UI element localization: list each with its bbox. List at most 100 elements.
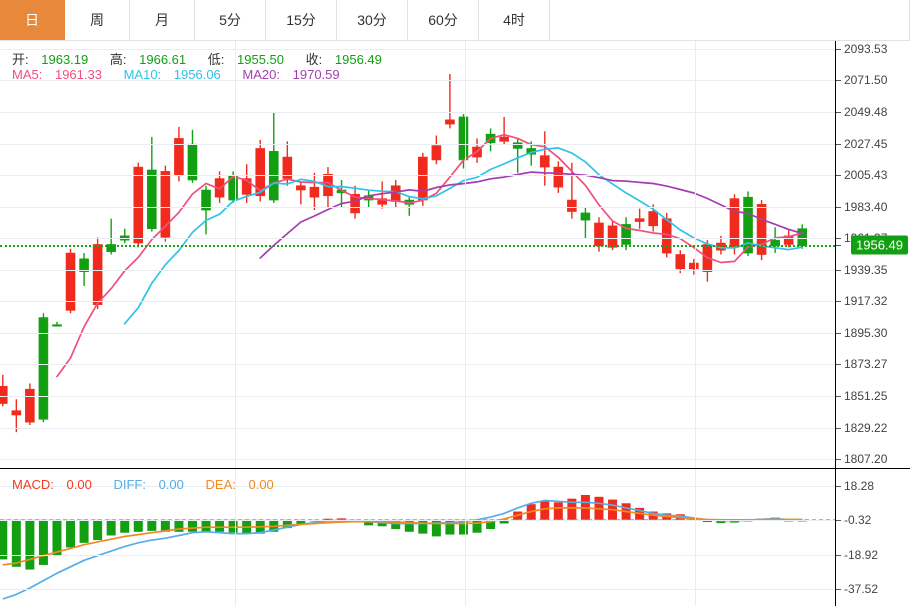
ma10-value: 1956.06 bbox=[173, 67, 221, 82]
diff-label: DIFF: bbox=[113, 477, 146, 492]
high-label: 高: bbox=[109, 52, 127, 67]
last-price-line bbox=[0, 245, 835, 248]
macd-axis-tick bbox=[836, 588, 841, 590]
price-axis-label-2: 2049.48 bbox=[844, 104, 888, 119]
macd-plot[interactable]: MACD: 0.00 DIFF: 0.00 DEA: 0.00 bbox=[0, 469, 835, 606]
price-gridline bbox=[0, 459, 835, 461]
price-axis-tick bbox=[836, 301, 841, 303]
macd-vertical-gridline bbox=[465, 469, 466, 606]
macd-gridline bbox=[0, 486, 835, 488]
macd-axis-label-2: -18.92 bbox=[844, 547, 879, 562]
price-axis-tick bbox=[836, 143, 841, 145]
price-axis: 2093.53 2071.50 2049.48 2027.45 2005.43 1983.… bbox=[835, 41, 910, 468]
last-price-badge: 1956.49 bbox=[851, 235, 908, 255]
timeframe-tab-5[interactable]: 30分 bbox=[337, 0, 408, 40]
timeframe-tabbar[interactable]: 日周月 5分 15分 30分 60分 4时 bbox=[0, 0, 910, 41]
ma20-value: 1970.59 bbox=[292, 67, 340, 82]
open-label: 开: bbox=[12, 52, 29, 67]
timeframe-tab-4[interactable]: 15分 bbox=[266, 0, 337, 40]
price-axis-tick bbox=[836, 269, 841, 271]
diff-value: 0.00 bbox=[158, 477, 184, 492]
price-axis-label-7: 1939.35 bbox=[844, 262, 888, 277]
price-gridline bbox=[0, 332, 835, 334]
high-value: 1966.61 bbox=[139, 52, 187, 67]
timeframe-tab-3[interactable]: 5分 bbox=[195, 0, 266, 40]
price-plot[interactable]: 开: 1963.19 高: 1966.61 低: 1955.50 收: 1956… bbox=[0, 41, 835, 468]
price-axis-tick bbox=[836, 206, 841, 208]
timeframe-tab-7[interactable]: 4时 bbox=[479, 0, 550, 40]
price-vertical-gridline bbox=[695, 41, 696, 468]
ma5-value: 1961.33 bbox=[54, 67, 102, 82]
price-axis-label-12: 1829.22 bbox=[844, 420, 888, 435]
close-label: 收: bbox=[305, 52, 323, 67]
price-gridline bbox=[0, 427, 835, 429]
macd-panel: MACD: 0.00 DIFF: 0.00 DEA: 0.00 18.28 -0.… bbox=[0, 468, 910, 606]
price-gridline bbox=[0, 238, 835, 240]
macd-gridline bbox=[0, 520, 835, 522]
ma20-label: MA20: bbox=[242, 67, 280, 82]
price-vertical-gridline bbox=[235, 41, 236, 468]
price-axis-tick bbox=[836, 395, 841, 397]
price-gridline bbox=[0, 206, 835, 208]
price-gridline bbox=[0, 80, 835, 82]
macd-axis: 18.28 -0.32 -18.92 -37.52 bbox=[835, 469, 910, 606]
price-gridline bbox=[0, 175, 835, 177]
price-axis-label-8: 1917.32 bbox=[844, 294, 888, 309]
price-candles-svg bbox=[0, 73, 808, 433]
macd-legend: MACD: 0.00 DIFF: 0.00 DEA: 0.00 bbox=[12, 477, 292, 492]
price-axis-label-3: 2027.45 bbox=[844, 136, 888, 151]
price-axis-label-11: 1851.25 bbox=[844, 388, 888, 403]
macd-value: 0.00 bbox=[66, 477, 92, 492]
price-gridline bbox=[0, 395, 835, 397]
open-value: 1963.19 bbox=[41, 52, 89, 67]
macd-axis-label-0: 18.28 bbox=[844, 479, 875, 494]
price-axis-label-13: 1807.20 bbox=[844, 452, 888, 467]
price-axis-tick bbox=[836, 364, 841, 366]
last-price-tick bbox=[836, 245, 841, 247]
tabbar-filler bbox=[550, 0, 910, 40]
price-gridline bbox=[0, 301, 835, 303]
macd-axis-tick bbox=[836, 486, 841, 488]
timeframe-tab-1[interactable]: 周 bbox=[65, 0, 130, 40]
price-axis-tick bbox=[836, 111, 841, 113]
price-gridline bbox=[0, 143, 835, 145]
price-axis-tick bbox=[836, 175, 841, 177]
chart-area: 开: 1963.19 高: 1966.61 低: 1955.50 收: 1956… bbox=[0, 41, 910, 606]
macd-vertical-gridline bbox=[235, 469, 236, 606]
price-axis-label-1: 2071.50 bbox=[844, 73, 888, 88]
price-axis-tick bbox=[836, 427, 841, 429]
dea-label: DEA: bbox=[205, 477, 236, 492]
price-gridline bbox=[0, 269, 835, 271]
close-value: 1956.49 bbox=[334, 52, 382, 67]
macd-gridline bbox=[0, 588, 835, 590]
price-axis-label-4: 2005.43 bbox=[844, 168, 888, 183]
price-axis-label-0: 2093.53 bbox=[844, 41, 888, 56]
macd-axis-label-1: -0.32 bbox=[844, 513, 872, 528]
price-gridline bbox=[0, 364, 835, 366]
macd-gridline bbox=[0, 554, 835, 556]
price-axis-label-5: 1983.40 bbox=[844, 199, 888, 214]
price-gridline bbox=[0, 111, 835, 113]
price-axis-label-10: 1873.27 bbox=[844, 357, 888, 372]
ma10-label: MA10: bbox=[123, 67, 162, 82]
price-axis-tick bbox=[836, 48, 841, 50]
price-axis-label-9: 1895.30 bbox=[844, 325, 888, 340]
price-axis-tick bbox=[836, 80, 841, 82]
ma-legend: MA5: 1961.33 MA10: 1956.06 MA20: 1970.59 bbox=[12, 67, 358, 82]
timeframe-tab-2[interactable]: 月 bbox=[130, 0, 195, 40]
price-panel: 开: 1963.19 高: 1966.61 低: 1955.50 收: 1956… bbox=[0, 41, 910, 468]
price-axis-tick bbox=[836, 238, 841, 240]
ohlc-legend: 开: 1963.19 高: 1966.61 低: 1955.50 收: 1956… bbox=[12, 49, 400, 68]
macd-axis-tick bbox=[836, 554, 841, 556]
macd-label: MACD: bbox=[12, 477, 54, 492]
price-vertical-gridline bbox=[465, 41, 466, 468]
timeframe-tab-6[interactable]: 60分 bbox=[408, 0, 479, 40]
price-axis-tick bbox=[836, 332, 841, 334]
macd-axis-tick bbox=[836, 520, 841, 522]
timeframe-tab-0[interactable]: 日 bbox=[0, 0, 65, 40]
price-gridline bbox=[0, 48, 835, 50]
low-value: 1955.50 bbox=[237, 52, 284, 67]
low-label: 低: bbox=[207, 52, 225, 67]
dea-value: 0.00 bbox=[248, 477, 274, 492]
